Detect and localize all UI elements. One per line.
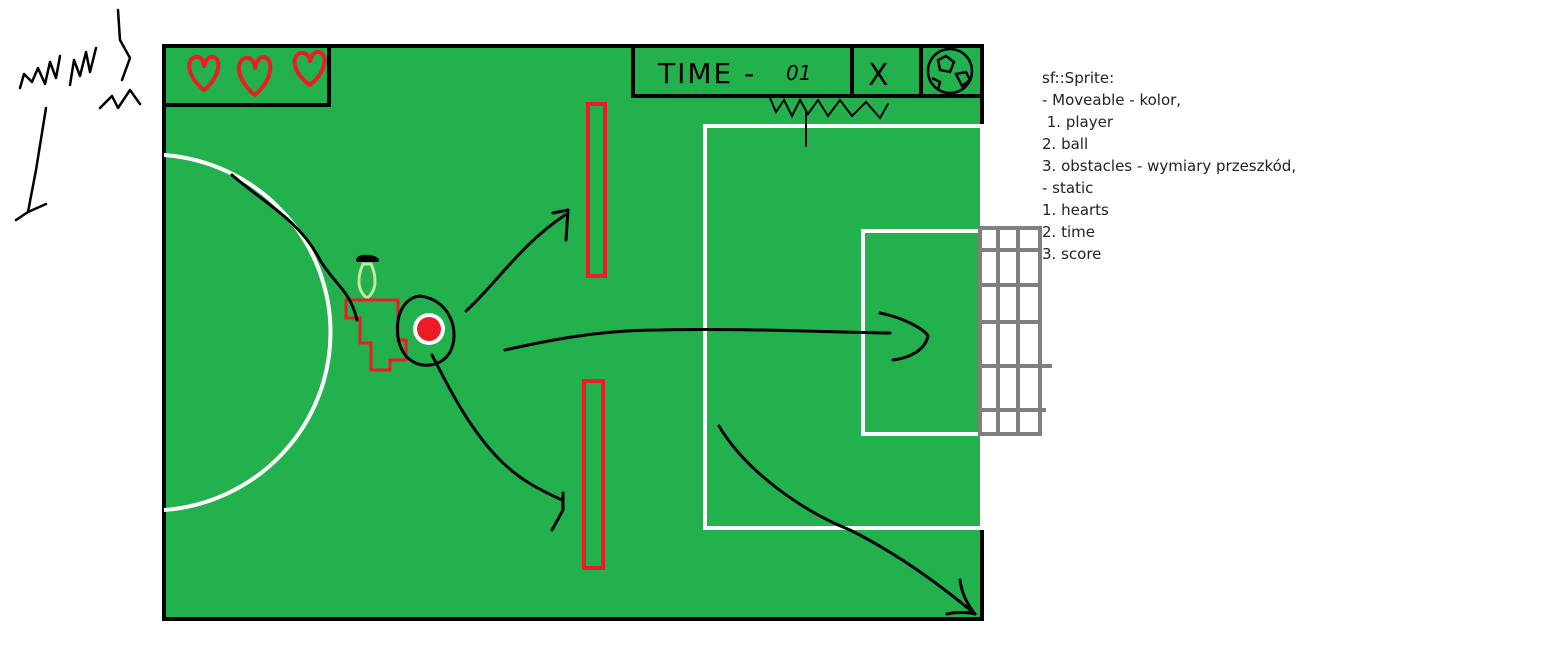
notes-line: 3. obstacles - wymiary przeszkód, [1042,157,1297,175]
notes-line: 1. hearts [1042,201,1109,219]
sprite-notes: sf::Sprite: - Moveable - kolor, 1. playe… [1042,67,1296,265]
notes-line: 3. score [1042,245,1102,263]
time-panel [631,44,854,98]
heart-icon [237,54,273,97]
close-score-panel [850,44,984,98]
heart-icon [187,54,221,92]
heart-icon [292,49,327,87]
top-left-scribble [14,8,142,222]
notes-line: 2. ball [1042,135,1089,153]
close-button[interactable]: X [868,58,889,93]
ball-sprite [395,294,456,367]
ball-icon [926,47,974,95]
notes-line: - static [1042,179,1094,197]
goal-net [978,226,1052,436]
obstacle-top [586,102,607,278]
obstacle-bottom [582,379,605,570]
hud-caption-scribble [769,97,889,147]
time-value: 01 [786,61,811,85]
notes-line: 2. time [1042,223,1095,241]
trajectory-arrows [230,173,977,616]
notes-line: sf::Sprite: [1042,69,1115,87]
center-circle-line [163,153,333,512]
notes-line: 1. player [1042,113,1114,131]
time-label: TIME - [657,57,756,90]
notes-line: - Moveable - kolor, [1042,91,1182,109]
